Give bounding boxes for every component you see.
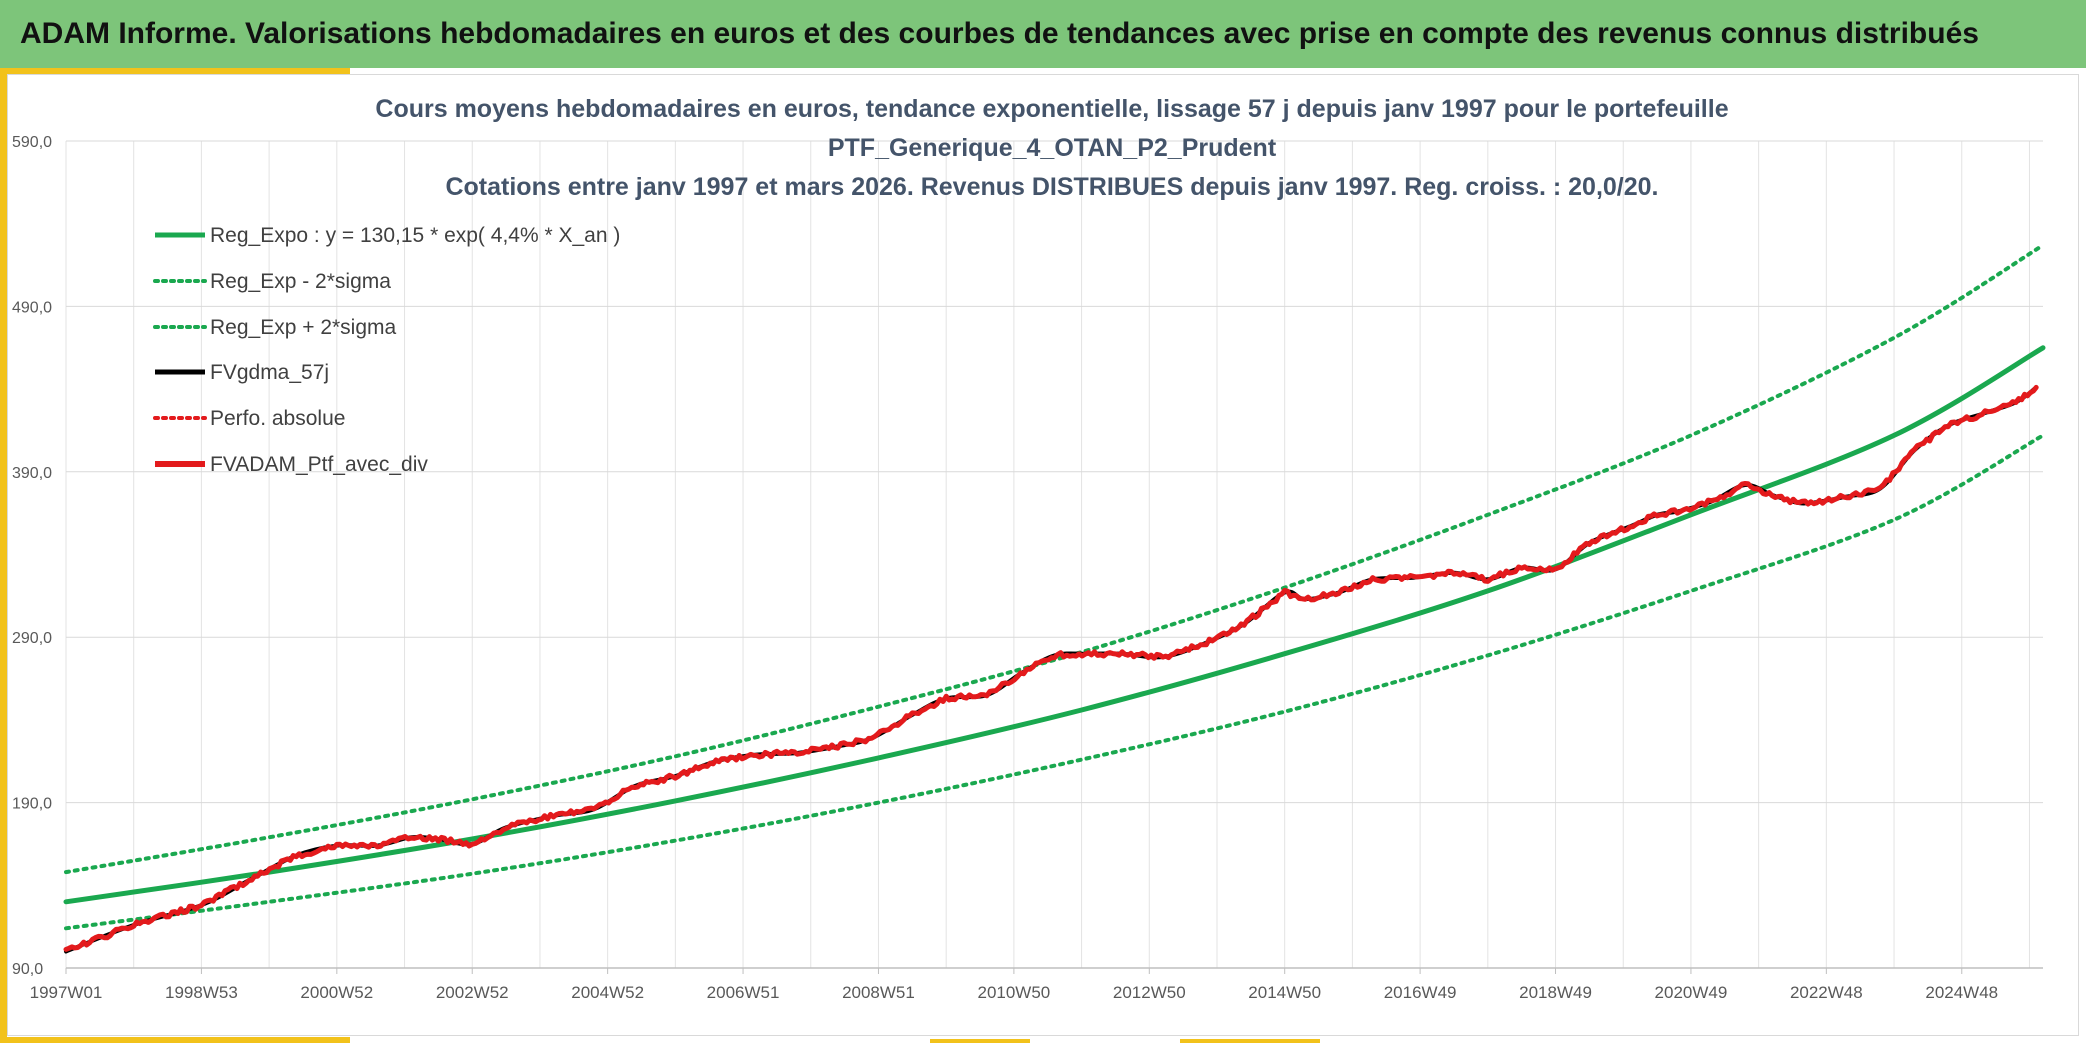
y-tick-label: 390,0 [12, 465, 52, 482]
x-tick-label: 2012W50 [1113, 983, 1186, 1002]
y-tick-label: 590,0 [12, 134, 52, 151]
x-tick-label: 2002W52 [436, 983, 509, 1002]
legend-item-perfo: Perfo. absolue [153, 407, 345, 430]
x-tick-label: 2010W50 [977, 983, 1050, 1002]
x-tick-label: 2008W51 [842, 983, 915, 1002]
x-tick-label: 1997W01 [30, 983, 103, 1002]
accent-bar-bottom-2 [930, 1039, 1030, 1043]
y-tick-label: 190,0 [12, 796, 52, 813]
header-banner: ADAM Informe. Valorisations hebdomadaire… [0, 0, 2086, 68]
chart-title-line-3: Cotations entre janv 1997 et mars 2026. … [445, 173, 1658, 201]
legend-item-fvadam: FVADAM_Ptf_avec_div [155, 453, 428, 476]
y-tick-label: 90,0 [12, 961, 43, 978]
legend-item-fvgdma: FVgdma_57j [155, 361, 329, 384]
legend-label-reg-exp-minus: Reg_Exp - 2*sigma [210, 270, 391, 293]
legend-item-reg-exp-minus: Reg_Exp - 2*sigma [153, 270, 391, 293]
legend-item-reg-expo: Reg_Expo : y = 130,15 * exp( 4,4% * X_an… [155, 224, 620, 247]
legend-label-reg-exp-plus: Reg_Exp + 2*sigma [210, 316, 397, 339]
accent-bar-left [0, 68, 7, 1043]
y-tick-label: 290,0 [12, 630, 52, 647]
x-tick-label: 1998W53 [165, 983, 238, 1002]
series-line-solid-red-5 [63, 384, 2039, 952]
chart-titles: Cours moyens hebdomadaires en euros, ten… [375, 95, 1728, 201]
chart-title-line-1: Cours moyens hebdomadaires en euros, ten… [375, 95, 1728, 123]
accent-bar-top [0, 68, 350, 74]
x-tick-label: 2000W52 [300, 983, 373, 1002]
y-tick-label: 490,0 [12, 299, 52, 316]
legend-item-reg-exp-plus: Reg_Exp + 2*sigma [153, 316, 397, 339]
series-line-dotted-green-1 [64, 433, 2045, 931]
x-tick-label: 2020W49 [1655, 983, 1728, 1002]
chart-title-line-2: PTF_Generique_4_OTAN_P2_Prudent [828, 134, 1277, 162]
x-tick-label: 2024W48 [1925, 983, 1998, 1002]
accent-bar-bottom-3 [1180, 1039, 1320, 1043]
page-title: ADAM Informe. Valorisations hebdomadaire… [20, 17, 1979, 50]
chart-ticks: 590,0 490,0 390,0 290,0 190,0 90,0 1997W01 1998… [12, 134, 1998, 1002]
x-tick-label: 2004W52 [571, 983, 644, 1002]
legend-label-perfo: Perfo. absolue [210, 407, 345, 430]
chart-legend: Reg_Expo : y = 130,15 * exp( 4,4% * X_an… [153, 224, 620, 476]
series-line-dotted-green-2 [64, 243, 2045, 875]
legend-label-reg-expo: Reg_Expo : y = 130,15 * exp( 4,4% * X_an… [210, 224, 620, 247]
x-tick-label: 2014W50 [1248, 983, 1321, 1002]
x-tick-label: 2006W51 [707, 983, 780, 1002]
accent-bar-bottom [0, 1037, 350, 1043]
chart-series [63, 243, 2046, 954]
x-tick-label: 2016W49 [1384, 983, 1457, 1002]
legend-label-fvadam: FVADAM_Ptf_avec_div [210, 453, 428, 476]
series-line-solid-green-0 [63, 345, 2046, 905]
x-tick-label: 2022W48 [1790, 983, 1863, 1002]
x-tick-label: 2018W49 [1519, 983, 1592, 1002]
chart-frame [7, 74, 2079, 1036]
chart-grid [65, 140, 2043, 974]
legend-label-fvgdma: FVgdma_57j [210, 361, 329, 384]
